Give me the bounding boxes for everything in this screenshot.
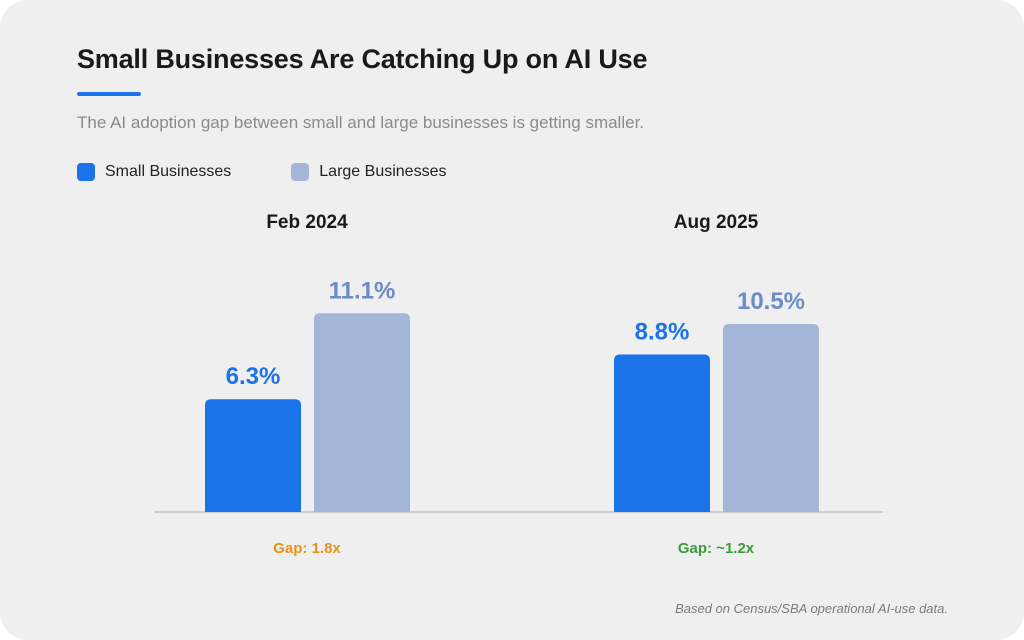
chart-subtitle: The AI adoption gap between small and la… <box>77 113 645 132</box>
bar-small-1 <box>614 354 710 512</box>
footnote: Based on Census/SBA operational AI-use d… <box>675 601 948 616</box>
data-label-large-1: 10.5% <box>737 288 805 315</box>
legend-label-large: Large Businesses <box>319 163 447 180</box>
data-label-small-1: 8.8% <box>635 318 690 345</box>
title-accent-bar <box>77 92 141 96</box>
bar-small-0 <box>205 399 301 512</box>
data-label-small-0: 6.3% <box>226 363 281 390</box>
chart-title: Small Businesses Are Catching Up on AI U… <box>77 44 648 74</box>
bar-large-1 <box>723 324 819 512</box>
gap-annotation-1: Gap: ~1.2x <box>678 540 755 557</box>
bar-large-0 <box>314 313 410 512</box>
legend: Small Businesses Large Businesses <box>77 163 506 181</box>
gap-annotation-0: Gap: 1.8x <box>273 540 341 557</box>
category-label-0: Feb 2024 <box>266 212 348 233</box>
legend-label-small: Small Businesses <box>105 163 232 180</box>
legend-swatch-small <box>77 163 95 181</box>
category-label-1: Aug 2025 <box>674 212 759 233</box>
legend-item-large: Large Businesses <box>291 163 446 181</box>
legend-item-small: Small Businesses <box>77 163 231 181</box>
legend-swatch-large <box>291 163 310 181</box>
data-label-large-0: 11.1% <box>329 277 396 304</box>
